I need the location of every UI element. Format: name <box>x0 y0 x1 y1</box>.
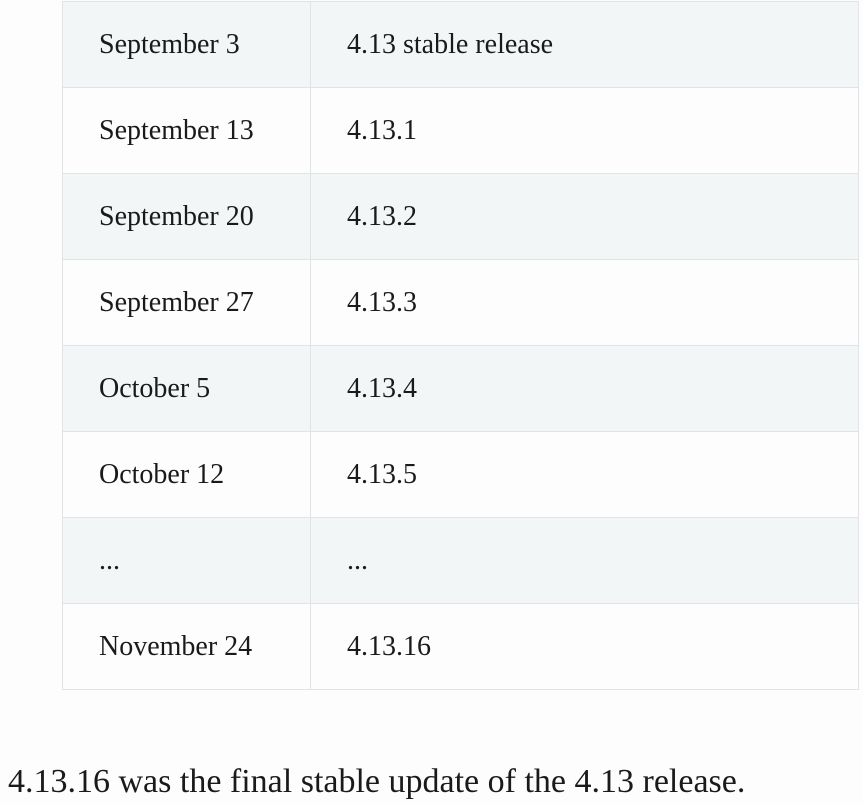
table-row: October 12 4.13.5 <box>62 431 859 518</box>
release-version-cell: 4.13.4 <box>310 345 859 432</box>
release-version-cell: 4.13.1 <box>310 87 859 174</box>
release-date-cell: November 24 <box>62 603 311 690</box>
release-version-cell: 4.13.16 <box>310 603 859 690</box>
release-date-cell: October 12 <box>62 431 311 518</box>
table-row: November 24 4.13.16 <box>62 603 859 690</box>
table-row: September 27 4.13.3 <box>62 259 859 346</box>
table-row: October 5 4.13.4 <box>62 345 859 432</box>
table-row: September 20 4.13.2 <box>62 173 859 260</box>
release-date-cell: October 5 <box>62 345 311 432</box>
release-date-cell: September 3 <box>62 1 311 88</box>
table-row-ellipsis: ... ... <box>62 517 859 604</box>
release-date-cell: September 13 <box>62 87 311 174</box>
release-version-cell: 4.13.2 <box>310 173 859 260</box>
table-row: September 13 4.13.1 <box>62 87 859 174</box>
release-date-cell: ... <box>62 517 311 604</box>
release-version-cell: ... <box>310 517 859 604</box>
table-row: September 3 4.13 stable release <box>62 1 859 88</box>
release-date-cell: September 20 <box>62 173 311 260</box>
release-version-cell: 4.13 stable release <box>310 1 859 88</box>
release-version-cell: 4.13.3 <box>310 259 859 346</box>
release-version-cell: 4.13.5 <box>310 431 859 518</box>
summary-paragraph: 4.13.16 was the final stable update of t… <box>8 763 746 800</box>
release-date-cell: September 27 <box>62 259 311 346</box>
release-schedule-table: September 3 4.13 stable release Septembe… <box>62 1 859 690</box>
